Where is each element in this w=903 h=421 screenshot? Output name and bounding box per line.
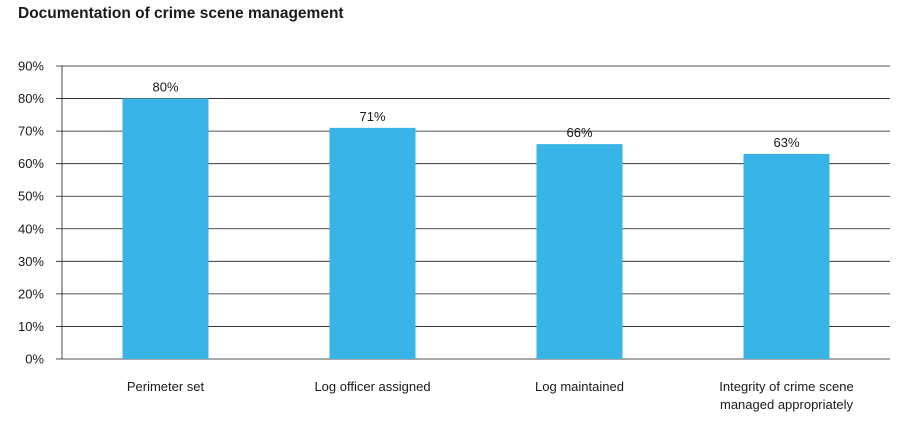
chart-title: Documentation of crime scene management xyxy=(18,5,344,22)
data-label: 71% xyxy=(359,109,385,124)
bar xyxy=(329,127,416,359)
category-label: Log maintained xyxy=(535,379,624,394)
y-tick-label: 10% xyxy=(18,319,44,334)
y-tick-label: 90% xyxy=(18,59,44,74)
data-label: 66% xyxy=(566,125,592,140)
category-label: Log officer assigned xyxy=(314,379,430,394)
y-tick-label: 70% xyxy=(18,124,44,139)
bar xyxy=(743,153,830,359)
y-tick-label: 0% xyxy=(25,352,44,367)
category-label: Integrity of crime scene managed appropri… xyxy=(719,379,853,412)
y-tick-label: 30% xyxy=(18,254,44,269)
bar xyxy=(536,144,623,359)
y-tick-label: 40% xyxy=(18,221,44,236)
bar xyxy=(122,98,209,360)
y-tick-label: 20% xyxy=(18,286,44,301)
data-label: 80% xyxy=(152,80,178,95)
category-label: Perimeter set xyxy=(127,379,205,394)
y-tick-label: 80% xyxy=(18,91,44,106)
y-tick-label: 60% xyxy=(18,156,44,171)
data-label: 63% xyxy=(773,135,799,150)
y-tick-label: 50% xyxy=(18,189,44,204)
